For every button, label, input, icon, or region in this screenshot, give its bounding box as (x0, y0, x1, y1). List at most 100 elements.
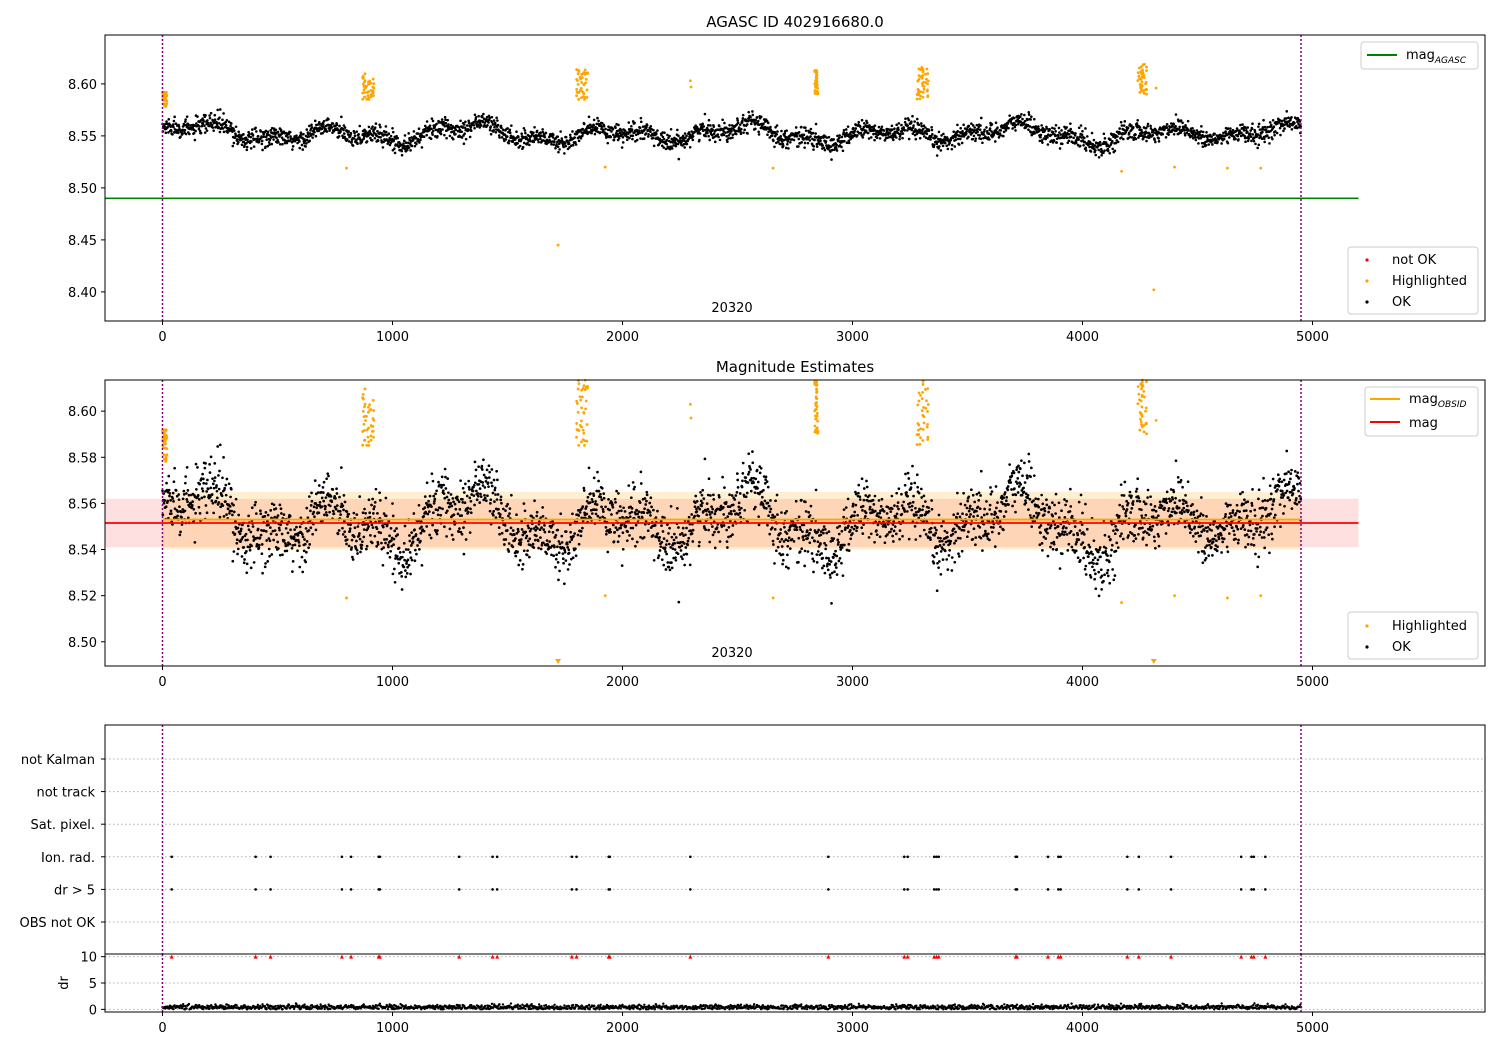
ok-point (396, 136, 399, 140)
ok-point (1040, 139, 1044, 142)
ok-point (1134, 137, 1138, 141)
ok-point (1183, 133, 1187, 137)
ok-point (749, 489, 753, 493)
ok-point (662, 146, 666, 149)
ok-point (1102, 132, 1106, 136)
ok-point (608, 528, 612, 531)
ok-point (209, 121, 213, 125)
ok-point (317, 511, 321, 515)
ok-point (731, 133, 735, 137)
ok-point (865, 121, 869, 125)
ok-point (341, 526, 344, 530)
ok-point (775, 133, 778, 136)
highlighted-point (586, 72, 589, 75)
highlighted-point (575, 90, 579, 94)
ok-point (441, 507, 444, 511)
ok-point (1049, 133, 1053, 137)
ok-point (741, 117, 745, 120)
ok-point (745, 123, 749, 126)
ok-point (321, 486, 325, 489)
ok-point (574, 143, 578, 146)
ok-point (469, 511, 473, 515)
ok-point (1271, 137, 1274, 141)
ok-point (268, 554, 271, 558)
ok-point (731, 533, 734, 536)
ok-point (459, 479, 462, 483)
ok-point (455, 495, 459, 499)
ok-point (567, 548, 571, 552)
ok-point (425, 120, 429, 123)
ok-point (746, 119, 750, 123)
ok-point (599, 492, 602, 496)
ok-point (231, 559, 235, 563)
ok-point (958, 134, 961, 138)
ok-point (197, 505, 201, 509)
ok-point (245, 562, 249, 566)
ok-point (252, 145, 256, 148)
ok-point (249, 135, 253, 139)
ok-point (213, 113, 217, 117)
ok-point (443, 133, 446, 137)
ok-point (731, 136, 734, 139)
highlighted-point (575, 68, 579, 71)
ok-point (582, 489, 586, 492)
ok-point (1126, 126, 1130, 130)
ok-point (251, 134, 255, 137)
ok-point (738, 123, 742, 126)
ok-point (370, 139, 374, 142)
ok-point (167, 118, 171, 121)
ok-point (562, 145, 565, 149)
ok-point (526, 549, 529, 553)
ok-point (402, 541, 406, 545)
ok-point (596, 470, 599, 474)
ok-point (473, 460, 477, 464)
ok-point (602, 129, 605, 132)
ok-point (347, 130, 351, 133)
ok-point (539, 536, 542, 539)
ok-point (208, 471, 212, 474)
ok-point (651, 534, 655, 537)
ok-point (217, 501, 221, 504)
ok-point (202, 481, 206, 485)
ok-point (440, 120, 444, 124)
ok-point (198, 482, 202, 486)
ok-point (389, 549, 393, 553)
highlighted-point (371, 77, 375, 81)
ok-point (547, 530, 551, 534)
ok-point (201, 472, 204, 476)
ok-point (691, 135, 695, 138)
ok-point (307, 495, 311, 498)
ok-point (350, 546, 354, 549)
ok-point (631, 137, 634, 141)
ok-point (164, 505, 168, 509)
ok-point (662, 563, 666, 567)
ok-point (1098, 140, 1102, 144)
ok-point (1172, 132, 1176, 136)
ok-point (232, 129, 236, 132)
ok-point (302, 141, 306, 145)
ok-point (210, 493, 214, 496)
ok-point (681, 526, 685, 530)
ok-point (682, 542, 686, 545)
ok-point (660, 139, 664, 142)
ok-point (222, 515, 226, 518)
ok-point (782, 144, 785, 148)
ok-point (172, 480, 176, 484)
ok-point (523, 129, 527, 132)
ok-point (1081, 129, 1084, 133)
ok-point (734, 132, 738, 136)
ok-point (242, 546, 246, 549)
ok-point (216, 108, 219, 112)
ok-point (668, 568, 672, 572)
panel2-title: Magnitude Estimates (716, 358, 874, 376)
ok-point (430, 127, 433, 131)
ok-point (620, 133, 624, 136)
ok-point (1185, 131, 1189, 135)
ok-point (492, 128, 496, 132)
ok-point (846, 125, 850, 129)
ok-point (1287, 116, 1290, 120)
ok-point (353, 131, 356, 135)
ok-point (728, 123, 731, 127)
ok-point (245, 571, 249, 575)
ok-point (920, 124, 923, 128)
